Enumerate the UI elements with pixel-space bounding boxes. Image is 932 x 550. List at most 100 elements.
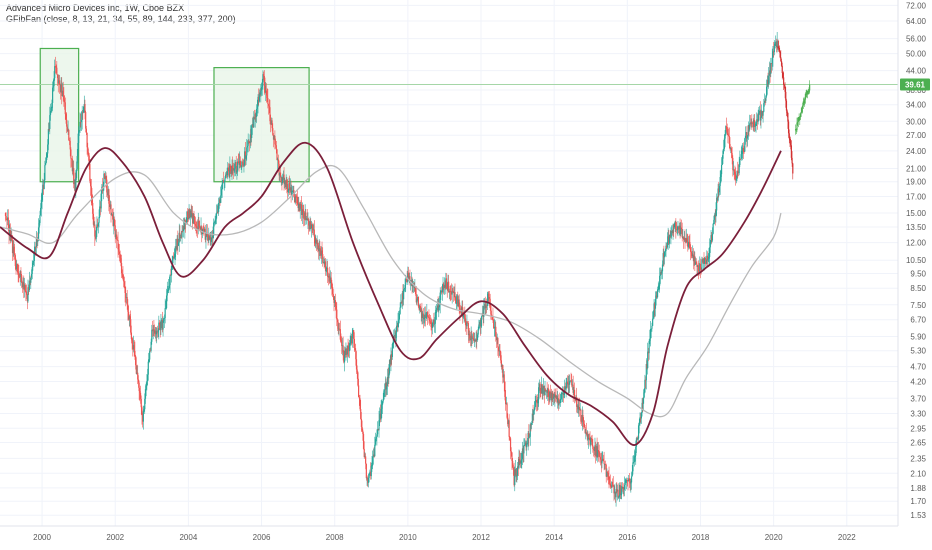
candle xyxy=(352,330,354,334)
candle xyxy=(257,96,259,107)
candle xyxy=(633,457,635,463)
candle xyxy=(666,241,669,248)
candle xyxy=(582,415,584,422)
candle xyxy=(719,177,721,187)
x-tick-label: 2006 xyxy=(253,533,271,542)
x-tick-label: 2020 xyxy=(765,533,783,542)
candle xyxy=(377,429,379,435)
candle xyxy=(40,207,42,216)
candle xyxy=(116,234,118,240)
candle xyxy=(757,114,759,122)
candle xyxy=(702,258,704,262)
recent-candle-down xyxy=(783,84,785,87)
candle xyxy=(230,171,232,174)
candle xyxy=(385,382,387,390)
candle xyxy=(557,398,559,403)
candle xyxy=(395,325,398,333)
candle xyxy=(573,389,576,399)
candle xyxy=(228,170,230,177)
candle xyxy=(724,134,726,139)
candle xyxy=(141,407,143,416)
candle xyxy=(121,273,123,276)
candle xyxy=(754,120,756,127)
candle xyxy=(706,255,709,261)
candle xyxy=(203,229,205,233)
candle xyxy=(476,334,479,341)
candle xyxy=(290,187,292,196)
candle xyxy=(253,117,255,128)
candle xyxy=(735,174,737,181)
candle xyxy=(519,458,521,461)
candle xyxy=(626,480,628,481)
candle xyxy=(441,289,443,293)
candle xyxy=(522,448,524,454)
candle xyxy=(362,433,365,449)
candle xyxy=(681,229,683,238)
candle xyxy=(675,221,677,230)
candle xyxy=(362,430,364,434)
candle xyxy=(405,279,408,280)
candle xyxy=(237,161,239,163)
candle xyxy=(50,108,52,111)
candle xyxy=(360,409,362,419)
candle xyxy=(232,167,234,171)
candle xyxy=(677,226,679,230)
candle xyxy=(241,161,244,163)
candle xyxy=(336,319,339,323)
candle xyxy=(588,437,590,440)
candle xyxy=(727,133,729,136)
candle xyxy=(750,121,752,125)
candle xyxy=(139,391,141,393)
candle xyxy=(412,285,414,287)
candle xyxy=(332,293,334,297)
candle xyxy=(533,410,535,415)
candle xyxy=(184,220,186,230)
candle xyxy=(239,160,241,165)
candle xyxy=(333,296,335,303)
candle xyxy=(414,287,416,289)
candle xyxy=(137,379,140,383)
candle xyxy=(663,253,665,258)
candle xyxy=(255,114,257,117)
candle xyxy=(354,343,356,351)
candle xyxy=(130,319,132,333)
candle xyxy=(597,449,599,457)
candle xyxy=(51,102,53,109)
candle xyxy=(759,110,761,121)
candle xyxy=(766,80,768,87)
candle xyxy=(231,165,233,174)
ma-slow-line xyxy=(0,164,782,418)
candle xyxy=(331,282,333,288)
recent-candle-up xyxy=(806,90,808,95)
candle xyxy=(721,158,723,165)
candle xyxy=(234,162,237,169)
candle xyxy=(414,287,417,295)
candle xyxy=(17,272,19,274)
candle xyxy=(660,272,662,274)
candle xyxy=(286,183,289,192)
candle xyxy=(493,327,495,329)
candle xyxy=(63,99,66,103)
candle xyxy=(303,218,306,220)
candle xyxy=(286,179,288,184)
candle xyxy=(372,456,374,466)
candle xyxy=(28,280,31,291)
recent-candle-up xyxy=(798,116,800,121)
candle xyxy=(6,217,9,221)
candle xyxy=(308,219,310,226)
candle xyxy=(94,236,97,239)
candle xyxy=(124,286,126,294)
candle xyxy=(584,427,586,433)
candle xyxy=(462,307,464,318)
candle xyxy=(545,390,548,392)
candle xyxy=(148,359,150,362)
candle xyxy=(144,389,147,399)
candle xyxy=(749,123,752,125)
candle xyxy=(638,424,640,426)
candle xyxy=(11,240,14,254)
candle xyxy=(659,275,661,286)
candle xyxy=(347,345,349,350)
candle xyxy=(770,62,773,64)
candle xyxy=(550,391,552,393)
